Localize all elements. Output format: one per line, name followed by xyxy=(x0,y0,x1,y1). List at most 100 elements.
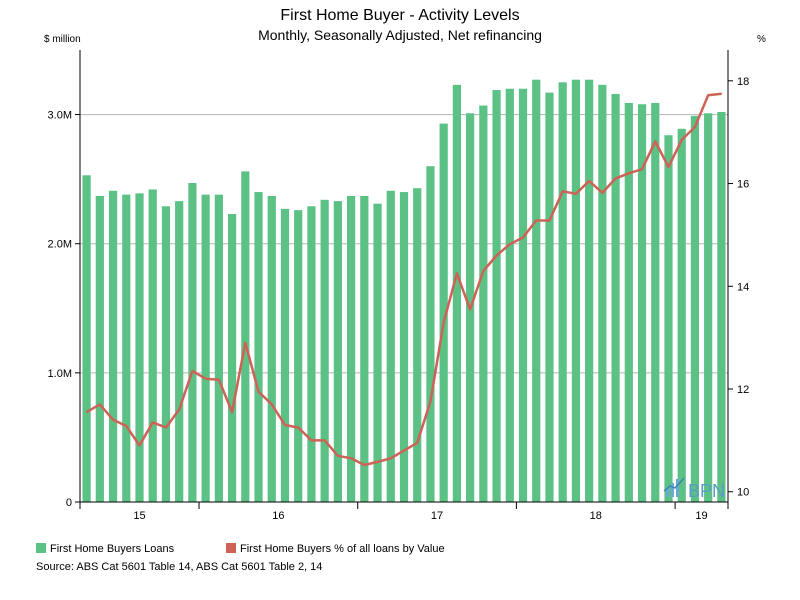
line-point xyxy=(522,236,524,239)
bar xyxy=(227,214,237,503)
bar xyxy=(532,79,541,503)
line-point xyxy=(416,442,419,444)
line-point xyxy=(297,426,300,429)
x-axis-ticks: 15 16 17 18 19 xyxy=(79,502,729,522)
bar xyxy=(558,82,567,503)
bar xyxy=(373,203,382,502)
bar xyxy=(717,111,726,502)
line-point xyxy=(575,193,577,195)
bar xyxy=(214,194,223,502)
bar xyxy=(148,189,157,502)
source-note: Source: ABS Cat 5601 Table 14, ABS Cat 5… xyxy=(36,561,322,573)
bar xyxy=(651,102,660,502)
bar xyxy=(439,123,448,503)
line-point xyxy=(350,457,352,460)
line-point xyxy=(614,177,617,180)
bar xyxy=(386,190,395,502)
watermark-text: BPN xyxy=(688,481,725,501)
right-axis-unit: % xyxy=(757,34,766,45)
line-point xyxy=(641,168,643,170)
bar xyxy=(545,92,554,503)
bar xyxy=(307,206,316,502)
line-point xyxy=(628,172,630,175)
line-point xyxy=(403,449,405,452)
bar xyxy=(585,79,594,503)
bar xyxy=(135,193,144,502)
line-point xyxy=(151,421,154,424)
bar xyxy=(479,105,488,502)
bar xyxy=(201,194,210,502)
bar xyxy=(241,171,250,502)
right-tick-label: 18 xyxy=(737,76,749,88)
right-axis-ticks: 10 12 14 16 18 xyxy=(728,76,749,499)
line-point xyxy=(218,378,220,381)
line-point xyxy=(495,254,498,257)
bar xyxy=(598,84,607,503)
line-point xyxy=(244,341,247,344)
chart-title: First Home Buyer - Activity Levels xyxy=(280,7,519,24)
line-series xyxy=(85,92,723,467)
legend-swatch-percent xyxy=(226,543,236,553)
legend-label-percent: First Home Buyers % of all loans by Valu… xyxy=(240,543,445,555)
bar xyxy=(611,93,620,502)
left-axis-unit: $ million xyxy=(44,34,81,45)
line-point xyxy=(231,411,233,413)
line-point xyxy=(204,377,207,380)
watermark-icon xyxy=(663,477,685,497)
line-point xyxy=(456,272,458,275)
line-point xyxy=(284,424,286,426)
right-tick-label: 16 xyxy=(737,179,749,191)
line-point xyxy=(257,390,260,393)
bar xyxy=(492,90,501,502)
line-point xyxy=(85,411,88,413)
bar xyxy=(677,128,686,502)
line-point xyxy=(138,444,141,447)
bar xyxy=(624,102,633,502)
x-tick-label: 15 xyxy=(133,510,145,522)
left-tick-label: 0 xyxy=(66,497,72,509)
right-tick-label: 10 xyxy=(737,487,749,499)
line-point xyxy=(270,403,273,406)
bar xyxy=(505,88,514,502)
right-tick-label: 14 xyxy=(737,281,749,293)
line-point xyxy=(363,464,366,466)
bar xyxy=(95,195,104,502)
bar xyxy=(347,195,356,502)
line-point xyxy=(310,439,313,442)
line-point xyxy=(125,425,128,427)
line-point xyxy=(588,180,590,182)
watermark: BPN xyxy=(663,477,725,501)
bar xyxy=(267,195,276,502)
line-point xyxy=(99,403,101,406)
bar xyxy=(690,115,700,502)
line-point xyxy=(323,439,326,442)
legend-swatch-loans xyxy=(36,543,46,553)
line-point xyxy=(720,92,723,95)
legend: First Home Buyers Loans First Home Buyer… xyxy=(36,543,445,555)
bar xyxy=(413,188,422,502)
line-point xyxy=(376,461,379,463)
line-point xyxy=(337,454,339,457)
line-point xyxy=(389,457,392,460)
legend-label-loans: First Home Buyers Loans xyxy=(50,543,175,555)
line-point xyxy=(178,408,180,411)
bar xyxy=(161,206,171,502)
bar xyxy=(188,183,197,502)
right-tick-label: 12 xyxy=(737,384,749,396)
line-point xyxy=(654,140,657,143)
bar xyxy=(333,201,342,502)
bar xyxy=(254,192,263,503)
line-point xyxy=(508,243,511,245)
bar xyxy=(82,175,91,503)
bar xyxy=(704,113,713,502)
line-point xyxy=(707,94,709,96)
x-tick-label: 16 xyxy=(272,510,284,522)
line-point xyxy=(680,139,683,141)
line-point xyxy=(442,321,445,324)
line-point xyxy=(535,219,538,222)
line-point xyxy=(667,166,670,168)
bar xyxy=(280,208,290,503)
bar xyxy=(320,199,329,502)
left-tick-label: 2.0M xyxy=(48,239,72,251)
